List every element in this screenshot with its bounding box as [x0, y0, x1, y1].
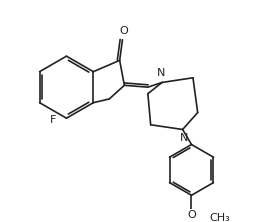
- Text: N: N: [157, 68, 165, 78]
- Text: CH₃: CH₃: [209, 213, 230, 222]
- Text: N: N: [179, 133, 188, 143]
- Text: O: O: [119, 26, 128, 36]
- Text: O: O: [187, 210, 196, 220]
- Text: F: F: [50, 115, 57, 125]
